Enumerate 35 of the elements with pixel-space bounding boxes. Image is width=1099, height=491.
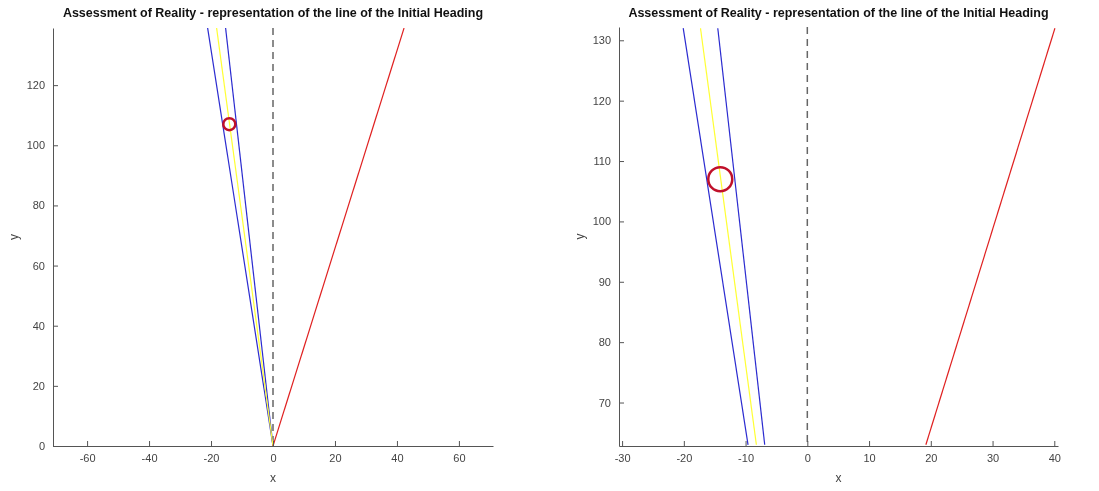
x-tick-label: -20 (676, 451, 693, 464)
y-tick-label: 0 (38, 440, 45, 453)
y-axis-title: y (7, 234, 21, 240)
y-tick-label: 130 (592, 34, 611, 47)
x-tick-label: 20 (329, 451, 342, 464)
y-tick-label: 120 (26, 79, 45, 92)
chart-title: Assessment of Reality - representation of the line of the Initial Heading (62, 6, 484, 20)
y-tick-label: 40 (32, 319, 45, 332)
x-tick-label: 0 (270, 451, 277, 464)
y-tick-label: 120 (592, 94, 611, 107)
y-tick-label: 100 (26, 139, 45, 152)
x-tick-label: -20 (203, 451, 220, 464)
x-axis-title: x (835, 471, 842, 485)
y-axis-title: y (573, 233, 587, 240)
x-tick-label: -10 (738, 451, 755, 464)
y-tick-label: 70 (598, 396, 611, 409)
y-tick-label: 80 (32, 199, 45, 212)
x-axis-title: x (270, 471, 276, 485)
x-tick-label: -30 (614, 451, 631, 464)
y-tick-label: 90 (598, 275, 611, 288)
x-tick-label: 30 (986, 451, 1000, 464)
y-tick-label: 110 (593, 155, 611, 168)
x-tick-label: 0 (804, 451, 811, 464)
y-tick-label: 60 (32, 259, 45, 272)
x-tick-label: -60 (79, 451, 96, 464)
y-tick-label: 80 (598, 336, 611, 349)
y-tick-label: 100 (592, 215, 611, 228)
x-tick-label: 40 (391, 451, 404, 464)
x-tick-label: 40 (1048, 451, 1061, 464)
y-tick-label: 20 (32, 379, 45, 392)
x-tick-label: 10 (863, 451, 876, 464)
x-tick-label: 20 (925, 451, 938, 464)
x-tick-label: -40 (141, 451, 158, 464)
x-tick-label: 60 (453, 451, 466, 464)
chart-title: Assessment of Reality - representation of the line of the Initial Heading (628, 6, 1049, 20)
